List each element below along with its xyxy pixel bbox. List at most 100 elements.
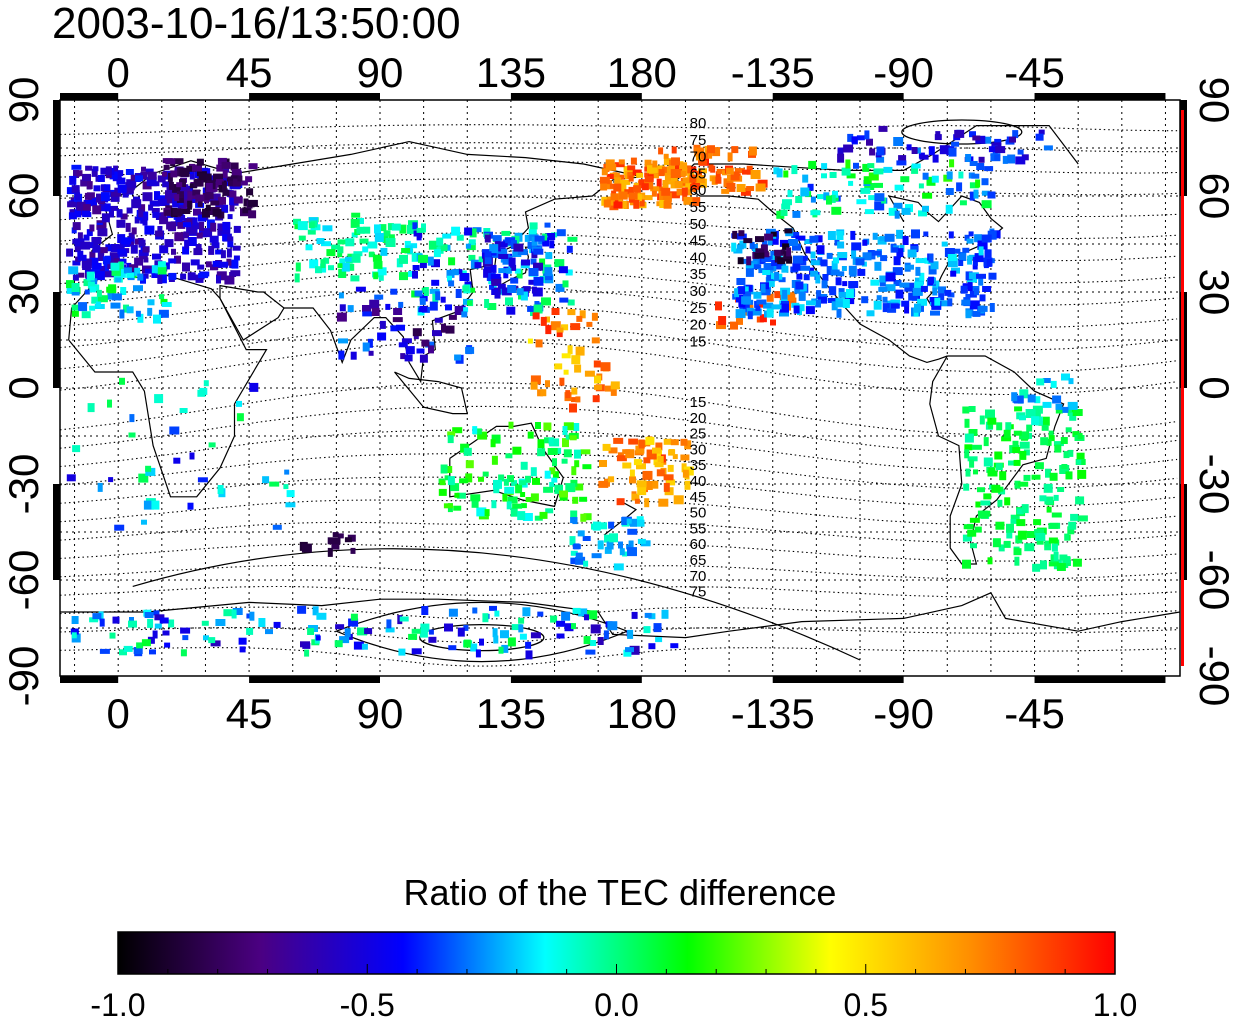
tec-cell: [398, 301, 404, 308]
tec-cell: [666, 166, 674, 176]
tec-cell: [734, 168, 745, 174]
tec-cell: [237, 180, 248, 186]
tec-cell: [224, 275, 235, 285]
tec-cell: [629, 469, 635, 477]
tec-cell: [629, 645, 640, 655]
tec-cell: [87, 403, 95, 413]
tec-cell: [977, 240, 988, 250]
tec-cell: [810, 210, 821, 216]
y-tick-label-left: 90: [0, 77, 47, 124]
tec-cell: [656, 469, 665, 477]
tec-cell: [964, 433, 974, 443]
tec-cell: [491, 434, 501, 444]
tec-cell: [211, 242, 220, 249]
tec-cell: [401, 338, 412, 344]
tec-cell: [216, 275, 221, 282]
tec-cell: [155, 230, 164, 237]
tec-cell: [575, 346, 585, 356]
tec-cell: [951, 141, 960, 147]
tec-cell: [736, 184, 746, 192]
tec-cell: [111, 267, 122, 276]
tec-cell: [180, 273, 187, 280]
tec-cell: [421, 606, 429, 615]
x-tick-label-bottom: 0: [107, 690, 130, 737]
y-tick-label-right: 0: [1191, 376, 1238, 399]
tec-cell: [975, 179, 981, 188]
tec-cell: [186, 165, 197, 172]
tec-cell: [599, 176, 610, 184]
tec-cell: [182, 246, 190, 255]
tec-cell: [316, 612, 327, 620]
tec-cell: [505, 453, 513, 459]
tec-cell: [419, 297, 426, 305]
tec-cell: [78, 302, 88, 312]
tec-cell: [547, 448, 558, 455]
tec-cell: [658, 169, 665, 177]
tec-cell: [221, 161, 231, 169]
tec-cell: [922, 192, 933, 199]
tec-cell: [981, 190, 990, 196]
tec-cell: [448, 257, 456, 266]
tec-cell: [243, 198, 249, 207]
tec-cell: [1072, 558, 1082, 567]
tec-cell: [182, 222, 191, 228]
tec-cell: [100, 167, 108, 175]
tec-cell: [128, 232, 135, 239]
tec-cell: [399, 224, 407, 234]
tec-cell: [742, 304, 750, 313]
tec-cell: [196, 158, 204, 166]
tec-cell: [503, 478, 509, 486]
tec-cell: [249, 382, 259, 392]
tec-cell: [978, 246, 984, 256]
tec-cell: [149, 200, 160, 207]
tec-cell: [613, 437, 624, 444]
tec-cell: [644, 498, 650, 508]
tec-cell: [501, 230, 511, 236]
tec-cell: [484, 251, 492, 258]
tec-cell: [570, 323, 581, 331]
tec-cell: [429, 301, 438, 311]
tec-cell: [193, 208, 201, 216]
tec-cell: [208, 637, 216, 644]
tec-cell: [486, 266, 492, 273]
tec-cell: [472, 426, 478, 435]
tec-cell: [610, 387, 617, 396]
tec-cell: [983, 457, 993, 467]
tec-cell: [494, 291, 501, 299]
tec-cell: [622, 462, 632, 469]
tec-cell: [571, 623, 576, 630]
tec-cell: [742, 169, 752, 175]
tec-cell: [736, 316, 743, 325]
tec-cell: [833, 257, 839, 264]
tec-cell: [456, 492, 466, 499]
tec-cell: [377, 267, 387, 276]
tec-cell: [627, 547, 637, 557]
tec-cell: [804, 239, 813, 244]
tec-cell: [212, 260, 221, 267]
tec-cell: [807, 183, 814, 191]
tec-cell: [232, 608, 243, 615]
tec-cell: [962, 247, 970, 253]
tec-cell: [556, 327, 564, 333]
tec-cell: [977, 305, 988, 312]
tec-cell: [157, 226, 163, 234]
axis-bar-top: [60, 93, 119, 100]
tec-cell: [1019, 450, 1027, 460]
tec-cell: [837, 271, 845, 277]
plot-frame: [53, 93, 1187, 683]
tec-cell: [192, 189, 201, 196]
tec-cell: [991, 484, 1001, 493]
tec-cell: [563, 422, 574, 431]
tec-cell: [998, 544, 1005, 552]
tec-cell: [1054, 444, 1062, 453]
tec-cell: [544, 470, 551, 479]
tec-cell: [645, 436, 655, 445]
tec-cell: [562, 438, 569, 448]
tec-cell: [89, 286, 96, 293]
contour-loop-south: [419, 623, 545, 652]
tec-cell: [974, 526, 982, 533]
y-tick-label-left: 30: [0, 269, 47, 316]
tec-cell: [492, 235, 502, 242]
tec-cell: [125, 187, 134, 194]
tec-cell: [227, 214, 233, 220]
